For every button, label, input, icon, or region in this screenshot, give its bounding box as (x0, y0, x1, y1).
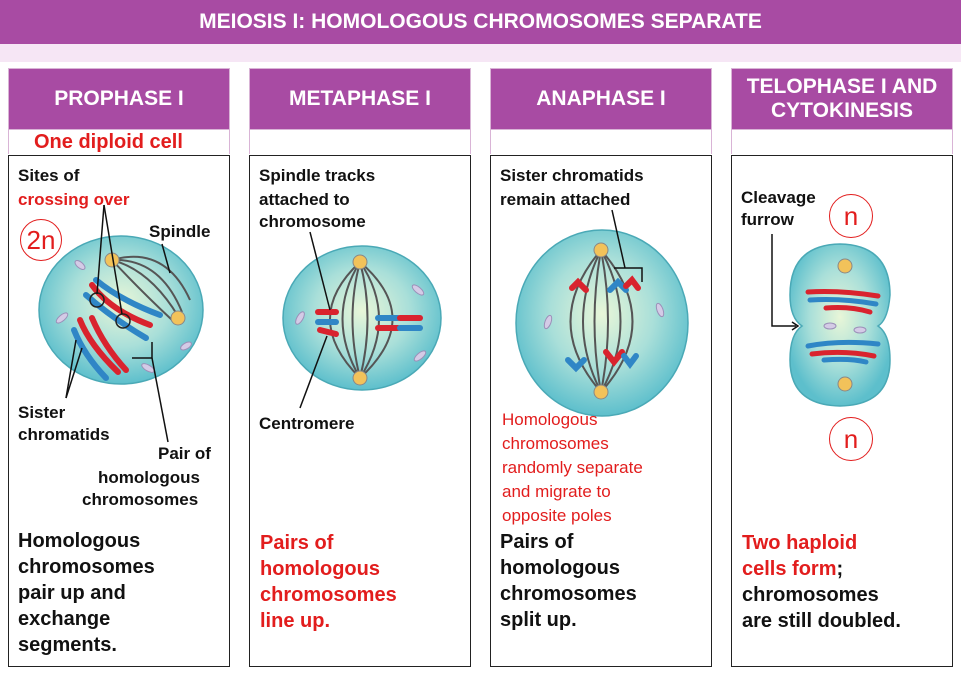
sister-chromatids-attached-label-1: Sister chromatids (500, 166, 644, 185)
anaphase-header: ANAPHASE I (490, 68, 712, 130)
spindle-tracks-label-1: Spindle tracks (259, 166, 376, 185)
telophase-subtitle-bar (731, 130, 953, 154)
telophase-summary-red-2: cells form (742, 558, 837, 580)
prophase-subtitle-bar (8, 130, 230, 154)
spindle-tracks-label-3: chromosome (259, 212, 366, 231)
anaphase-summary-line: Pairs of (500, 531, 574, 553)
anaphase-summary-line: chromosomes (500, 583, 637, 605)
metaphase-panel (249, 155, 471, 667)
telophase-summary-line: chromosomes (742, 584, 879, 606)
anaphase-summary: Pairs of homologous chromosomes split up… (500, 529, 637, 633)
anaphase-note-line: Homologous (502, 410, 598, 429)
prophase-summary-line: chromosomes (18, 556, 155, 578)
metaphase-summary: Pairs of homologous chromosomes line up. (260, 530, 397, 634)
banner-strip (0, 44, 961, 62)
ploidy-2n-badge: 2n (20, 219, 62, 261)
metaphase-summary-line: chromosomes (260, 584, 397, 606)
sister-chromatids-attached-label-2: remain attached (500, 190, 631, 209)
ploidy-n-top-badge: n (829, 194, 873, 238)
telophase-summary-line: are still doubled. (742, 610, 901, 632)
anaphase-summary-line: split up. (500, 609, 577, 631)
spindle-tracks-label-2: attached to (259, 190, 350, 209)
metaphase-summary-line: homologous (260, 558, 380, 580)
cleavage-furrow-label-1: Cleavage (741, 188, 816, 207)
metaphase-subtitle-bar (249, 130, 471, 154)
sister-chromatids-label-1: Sister (18, 403, 66, 422)
prophase-header: PROPHASE I (8, 68, 230, 130)
metaphase-summary-line: line up. (260, 610, 330, 632)
cleavage-furrow-label-2: furrow (741, 210, 794, 229)
anaphase-note: Homologous chromosomes randomly separate… (502, 408, 643, 528)
telophase-summary-punct: ; (836, 558, 844, 580)
prophase-subtitle: One diploid cell (34, 131, 183, 153)
anaphase-note-line: and migrate to (502, 482, 611, 501)
telophase-summary-line-1: Two haploid (742, 530, 901, 556)
prophase-summary-line: exchange (18, 608, 111, 630)
telophase-panel (731, 155, 953, 667)
telophase-summary: Two haploid cells form; chromosomes are … (742, 530, 901, 634)
prophase-summary-line: segments. (18, 634, 117, 656)
pair-homologous-label-1: Pair of (158, 444, 211, 463)
sites-of-label: Sites of (18, 166, 80, 185)
metaphase-summary-line: Pairs of (260, 532, 334, 554)
prophase-summary-line: pair up and (18, 582, 126, 604)
anaphase-subtitle-bar (490, 130, 712, 154)
metaphase-header: METAPHASE I (249, 68, 471, 130)
telophase-header-line1: TELOPHASE I AND (746, 74, 938, 98)
telophase-summary-line-2: cells form; (742, 556, 901, 582)
anaphase-note-line: opposite poles (502, 506, 612, 525)
anaphase-summary-line: homologous (500, 557, 620, 579)
sister-chromatids-label-2: chromatids (18, 425, 110, 444)
anaphase-note-line: randomly separate (502, 458, 643, 477)
pair-homologous-label-3: chromosomes (82, 490, 199, 509)
telophase-header-line2: CYTOKINESIS (771, 99, 913, 122)
telophase-header: TELOPHASE I AND CYTOKINESIS (731, 68, 953, 130)
centromere-label: Centromere (259, 414, 355, 433)
spindle-label: Spindle (149, 222, 211, 241)
crossing-over-label: crossing over (18, 190, 130, 209)
prophase-summary: Homologous chromosomes pair up and excha… (18, 528, 155, 658)
ploidy-n-bottom-badge: n (829, 417, 873, 461)
telophase-summary-red-1: Two haploid (742, 532, 858, 554)
pair-homologous-label-2: homologous (98, 468, 200, 487)
prophase-summary-line: Homologous (18, 530, 141, 552)
anaphase-note-line: chromosomes (502, 434, 609, 453)
